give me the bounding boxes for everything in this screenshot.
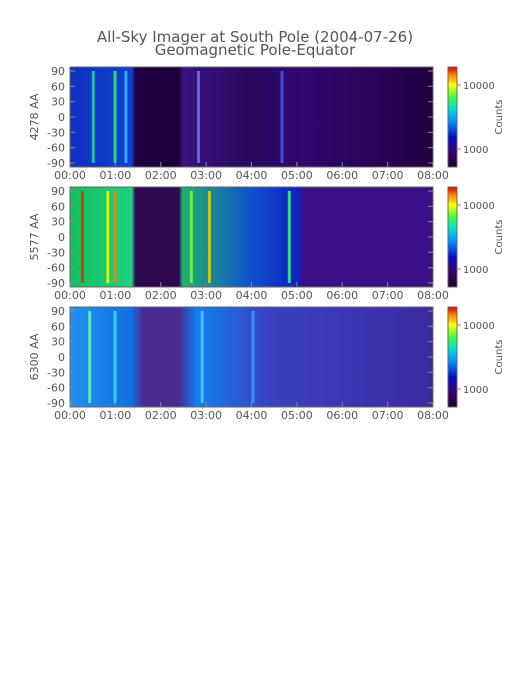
x-tick-label: 01:00 (100, 289, 132, 302)
x-tick-label: 04:00 (236, 289, 268, 302)
heatmap-image (70, 187, 433, 287)
colorbar-tick-label: 1000 (463, 265, 488, 276)
heatmap-image (70, 67, 433, 167)
x-tick-label: 02:00 (145, 409, 177, 422)
colorbar (447, 186, 458, 288)
colorbar-label: Counts (494, 100, 505, 135)
y-tick-label: 90 (51, 185, 65, 198)
y-tick-label: -60 (47, 262, 65, 275)
heatmap-streak (80, 191, 84, 283)
x-tick-label: 07:00 (372, 169, 404, 182)
heatmap-streak (91, 71, 95, 163)
x-tick-label: 06:00 (326, 409, 358, 422)
x-tick-label: 00:00 (54, 409, 86, 422)
x-tick-label: 02:00 (145, 169, 177, 182)
heatmap-streak (207, 191, 211, 283)
x-tick-label: 07:00 (372, 409, 404, 422)
x-tick-label: 07:00 (372, 289, 404, 302)
x-tick-label: 06:00 (326, 169, 358, 182)
x-tick-label: 05:00 (281, 289, 313, 302)
y-tick-label: 60 (51, 200, 65, 213)
heatmap-streak (189, 191, 193, 283)
y-tick-label: 90 (51, 65, 65, 78)
y-axis-label: 5577 AA (28, 213, 41, 260)
heatmap-streak (113, 71, 117, 163)
y-tick-label: -90 (47, 157, 65, 170)
y-tick-label: 0 (58, 231, 65, 244)
heatmap-streak (287, 191, 291, 283)
y-axis-label: 4278 AA (28, 93, 41, 140)
heatmap-streak (113, 191, 117, 283)
y-tick-label: -60 (47, 142, 65, 155)
x-tick-label: 06:00 (326, 289, 358, 302)
colorbar (447, 306, 458, 408)
y-tick-label: 30 (51, 96, 65, 109)
heatmap-streak (124, 71, 128, 163)
x-tick-label: 02:00 (145, 289, 177, 302)
heatmap-streak (113, 311, 117, 403)
x-tick-label: 00:00 (54, 289, 86, 302)
x-tick-label: 00:00 (54, 169, 86, 182)
heatmap-streak (88, 311, 92, 403)
y-tick-label: -30 (47, 366, 65, 379)
y-tick-label: 30 (51, 216, 65, 229)
colorbar (447, 66, 458, 168)
chart-subtitle: Geomagnetic Pole-Equator (155, 41, 356, 59)
x-tick-label: 05:00 (281, 169, 313, 182)
colorbar-tick-label: 1000 (463, 145, 488, 156)
chart-title: All-Sky Imager at South Pole (2004-07-26… (97, 28, 413, 46)
colorbar-label: Counts (494, 220, 505, 255)
y-tick-label: 0 (58, 111, 65, 124)
heatmap-streak (200, 311, 204, 403)
y-tick-label: -90 (47, 277, 65, 290)
x-tick-label: 08:00 (417, 289, 449, 302)
x-tick-label: 03:00 (190, 409, 222, 422)
colorbar-tick-label: 1000 (463, 385, 488, 396)
x-tick-label: 01:00 (100, 169, 132, 182)
heatmap-streak (280, 71, 284, 163)
x-tick-label: 05:00 (281, 409, 313, 422)
y-tick-label: -90 (47, 397, 65, 410)
y-tick-label: -60 (47, 382, 65, 395)
x-tick-label: 04:00 (236, 169, 268, 182)
colorbar-tick-label: 10000 (463, 201, 495, 212)
y-tick-label: 0 (58, 351, 65, 364)
x-tick-label: 01:00 (100, 409, 132, 422)
y-axis-label: 6300 AA (28, 333, 41, 380)
x-tick-label: 08:00 (417, 409, 449, 422)
y-tick-label: 30 (51, 336, 65, 349)
x-tick-label: 03:00 (190, 169, 222, 182)
heatmap-streak (106, 191, 110, 283)
y-tick-label: -30 (47, 126, 65, 139)
x-tick-label: 03:00 (190, 289, 222, 302)
y-tick-label: 90 (51, 305, 65, 318)
colorbar-tick-label: 10000 (463, 321, 495, 332)
heatmap-streak (197, 71, 201, 163)
y-tick-label: 60 (51, 320, 65, 333)
colorbar-label: Counts (494, 340, 505, 375)
heatmap-streak (251, 311, 255, 403)
y-tick-label: -30 (47, 246, 65, 259)
x-tick-label: 08:00 (417, 169, 449, 182)
colorbar-tick-label: 10000 (463, 81, 495, 92)
x-tick-label: 04:00 (236, 409, 268, 422)
y-tick-label: 60 (51, 80, 65, 93)
